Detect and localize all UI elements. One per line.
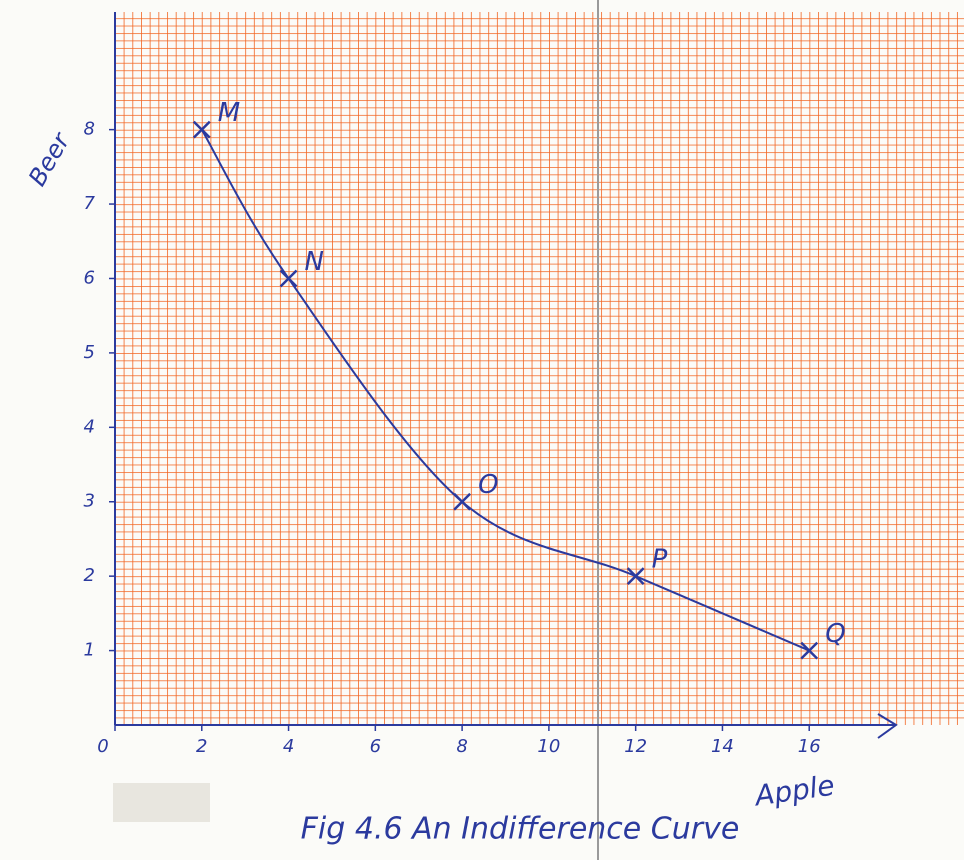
point-label: M: [218, 98, 240, 128]
x-tick-label: 8: [456, 736, 467, 757]
x-tick-label: 0: [97, 736, 108, 757]
x-tick-label: 14: [711, 736, 734, 757]
graph-paper: [115, 12, 964, 725]
point-marker: [453, 492, 471, 511]
y-tick-label: 1: [84, 640, 95, 661]
x-tick-label: 6: [370, 736, 381, 757]
chart-title: Fig 4.6 An Indifference Curve: [301, 812, 740, 847]
point-label: N: [305, 247, 324, 277]
point-label: Q: [825, 619, 845, 649]
x-tick-label: 16: [798, 736, 821, 757]
x-tick-label: 2: [196, 736, 207, 757]
y-tick-label: 2: [84, 565, 95, 586]
y-axis-label: Beer: [23, 126, 76, 190]
paper-patch: [113, 783, 210, 822]
x-axis-label: Apple: [751, 769, 837, 813]
point-label: P: [652, 545, 668, 575]
point-marker: [279, 269, 298, 288]
x-tick-label: 4: [283, 736, 294, 757]
point-marker: [626, 567, 645, 586]
x-tick-label: 12: [624, 736, 647, 757]
y-tick-label: 3: [84, 491, 95, 512]
y-tick-label: 6: [84, 267, 95, 288]
y-tick-label: 4: [84, 416, 95, 437]
y-tick-label: 7: [84, 193, 96, 214]
point-marker: [800, 641, 819, 660]
y-tick-label: 8: [84, 119, 95, 140]
y-tick-label: 5: [84, 342, 95, 363]
x-tick-label: 10: [537, 736, 560, 757]
x-axis-arrow: [877, 713, 898, 739]
point-label: O: [478, 470, 498, 500]
point-marker: [192, 120, 211, 139]
